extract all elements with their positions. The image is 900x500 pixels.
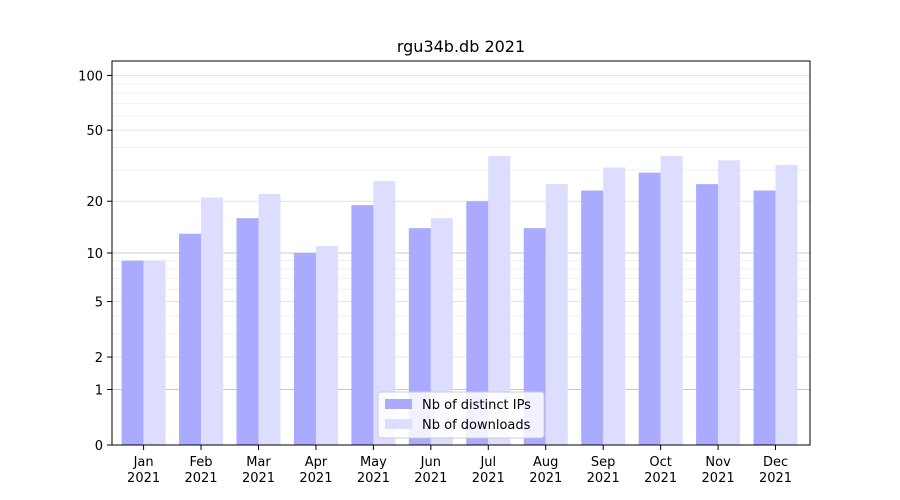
y-tick-label: 1 (95, 383, 103, 398)
x-tick-label: 2021 (644, 471, 677, 486)
y-axis: 0 1 2 5 10 20 50 100 (78, 69, 112, 454)
y-tick-label: 2 (95, 351, 103, 366)
bar-distinct-ips (696, 184, 719, 446)
bar-downloads (430, 218, 453, 445)
bar-downloads (603, 167, 626, 445)
x-tick-label: 2021 (184, 471, 217, 486)
bar-distinct-ips (581, 190, 604, 445)
x-tick-label: 2021 (529, 471, 562, 486)
bar-downloads (201, 197, 224, 445)
bar-downloads (315, 246, 338, 445)
bar-distinct-ips (408, 228, 431, 445)
x-tick-label: Nov (705, 455, 731, 470)
bar-downloads (488, 155, 511, 445)
bar-downloads (143, 260, 166, 445)
x-tick-label: 2021 (702, 471, 735, 486)
bar-downloads (545, 184, 568, 446)
bar-distinct-ips (121, 260, 144, 445)
x-tick-label: Feb (190, 455, 213, 470)
x-tick-label: Jun (420, 455, 441, 470)
legend: Nb of distinct IPs Nb of downloads (377, 391, 545, 439)
bar-downloads (258, 193, 281, 445)
x-tick-label: Mar (246, 455, 271, 470)
y-tick-label: 5 (95, 296, 103, 311)
x-tick-label: Jan (133, 455, 154, 470)
bar-downloads (718, 160, 741, 445)
bar-downloads (775, 165, 798, 445)
bar-distinct-ips (523, 228, 546, 445)
y-tick-label: 50 (86, 124, 103, 139)
grid-lines (112, 74, 810, 390)
x-tick-label: 2021 (759, 471, 792, 486)
bar-distinct-ips (753, 190, 776, 445)
bar-distinct-ips (351, 205, 374, 445)
legend-swatch (385, 399, 412, 409)
x-tick-label: 2021 (587, 471, 620, 486)
x-tick-label: 2021 (414, 471, 447, 486)
x-tick-label: Sep (591, 455, 616, 470)
bar-distinct-ips (466, 201, 489, 445)
bar-distinct-ips (638, 172, 661, 445)
x-tick-label: 2021 (472, 471, 505, 486)
chart-title: rgu34b.db 2021 (397, 37, 525, 56)
x-tick-label: Apr (305, 455, 328, 470)
x-tick-label: May (360, 455, 387, 470)
x-tick-label: 2021 (357, 471, 390, 486)
bar-downloads (373, 181, 396, 445)
bars (121, 155, 798, 446)
bar-distinct-ips (179, 233, 202, 445)
x-axis: Jan2021Feb2021Mar2021Apr2021May2021Jun20… (127, 445, 792, 486)
bar-distinct-ips (293, 253, 316, 445)
y-tick-label: 20 (86, 195, 103, 210)
legend-label: Nb of distinct IPs (422, 398, 531, 413)
y-tick-label: 100 (78, 69, 103, 84)
x-tick-label: Aug (533, 455, 558, 470)
x-tick-label: 2021 (242, 471, 275, 486)
x-tick-label: Oct (649, 455, 671, 470)
y-tick-label: 0 (95, 439, 103, 454)
legend-label: Nb of downloads (422, 418, 531, 433)
x-tick-label: 2021 (299, 471, 332, 486)
bar-downloads (660, 155, 683, 445)
x-tick-label: 2021 (127, 471, 160, 486)
y-tick-label: 10 (86, 247, 103, 262)
bar-distinct-ips (236, 218, 259, 445)
legend-box (377, 391, 545, 439)
x-tick-label: Dec (763, 455, 788, 470)
legend-swatch (385, 419, 412, 429)
x-tick-label: Jul (479, 455, 496, 470)
